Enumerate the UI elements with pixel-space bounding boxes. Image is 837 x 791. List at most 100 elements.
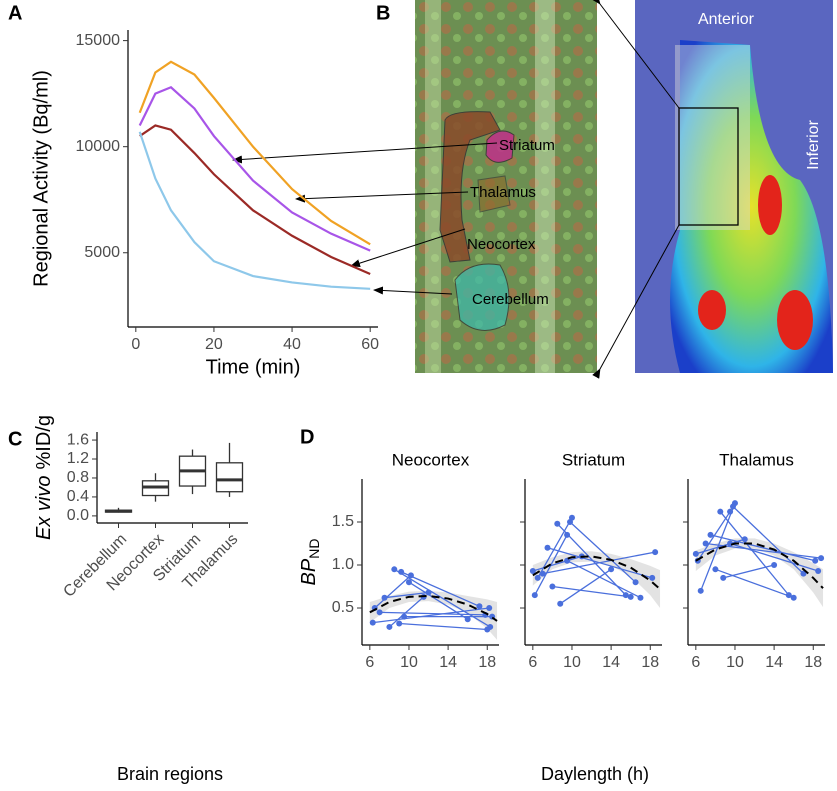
y-axis-label: Ex vivo %ID/g bbox=[33, 415, 55, 540]
point bbox=[554, 520, 561, 527]
point bbox=[707, 531, 714, 538]
point bbox=[369, 619, 376, 626]
subject-line bbox=[399, 622, 488, 631]
region-label: Neocortex bbox=[467, 236, 536, 253]
facet-title: Thalamus bbox=[719, 450, 794, 469]
x-tick-label: 6 bbox=[365, 654, 374, 671]
y-tick-label: 0.8 bbox=[67, 469, 89, 486]
y-tick-label: 0.4 bbox=[67, 488, 89, 505]
point bbox=[812, 557, 819, 564]
point bbox=[702, 540, 709, 547]
subject-line bbox=[374, 574, 412, 609]
arrow bbox=[350, 228, 466, 268]
subject-line bbox=[372, 607, 490, 624]
x-tick-label: 20 bbox=[205, 336, 223, 353]
x-tick-label: 10 bbox=[400, 654, 418, 671]
mri-overlay bbox=[675, 45, 750, 230]
x-tick-label: 60 bbox=[361, 336, 379, 353]
x-tick-label: 18 bbox=[478, 654, 496, 671]
subject-line bbox=[695, 538, 745, 555]
subject-line bbox=[569, 521, 637, 583]
y-axis-label: Regional Activity (Bq/ml) bbox=[30, 70, 52, 287]
point bbox=[741, 536, 748, 543]
point bbox=[637, 594, 644, 601]
region-label: Thalamus bbox=[470, 184, 536, 201]
subject-line bbox=[566, 560, 641, 599]
point bbox=[549, 583, 556, 590]
y-axis-label: BPND bbox=[298, 539, 321, 586]
point bbox=[818, 555, 825, 562]
point bbox=[484, 626, 491, 633]
x-tick-label: 14 bbox=[765, 654, 783, 671]
subject-line bbox=[547, 547, 653, 579]
y-axis-label-sub: ND bbox=[306, 539, 322, 559]
box bbox=[215, 462, 244, 493]
x-tick-label: 14 bbox=[439, 654, 457, 671]
point bbox=[534, 574, 541, 581]
thalamus-region bbox=[477, 175, 511, 213]
direction-label: Inferior bbox=[805, 119, 822, 169]
y-tick-label: 5000 bbox=[84, 244, 120, 261]
confidence-band bbox=[532, 551, 661, 609]
y-tick-label: 10000 bbox=[76, 138, 121, 155]
fit-line bbox=[695, 542, 824, 589]
x-tick-label: 0 bbox=[131, 336, 140, 353]
point bbox=[567, 519, 574, 526]
point bbox=[649, 574, 656, 581]
line bbox=[138, 131, 371, 290]
arrow bbox=[232, 142, 498, 164]
point bbox=[391, 566, 398, 573]
facet-title: Striatum bbox=[562, 450, 625, 469]
neocortex-region bbox=[439, 111, 501, 263]
line bbox=[138, 60, 371, 246]
subject-line bbox=[400, 571, 480, 607]
mri-stripe bbox=[425, 0, 441, 373]
subject-line bbox=[723, 564, 775, 579]
x-tick-label: 6 bbox=[691, 654, 700, 671]
fit-line bbox=[532, 555, 661, 590]
direction-label: Anterior bbox=[698, 11, 755, 28]
y-tick-label: 0.5 bbox=[332, 599, 354, 616]
x-tick-label: 10 bbox=[726, 654, 744, 671]
point bbox=[401, 613, 408, 620]
zoom-line bbox=[591, 0, 680, 109]
pet-signal bbox=[670, 40, 833, 373]
region-label: Cerebellum bbox=[472, 291, 549, 308]
pet-hotspot bbox=[698, 290, 726, 330]
y-tick-label: 15000 bbox=[76, 32, 121, 49]
point bbox=[720, 574, 727, 581]
line bbox=[138, 85, 371, 252]
point bbox=[790, 594, 797, 601]
point bbox=[557, 600, 564, 607]
region-label: Striatum bbox=[499, 137, 555, 154]
point bbox=[771, 562, 778, 569]
subject-line bbox=[379, 611, 486, 616]
arrow bbox=[373, 286, 453, 295]
x-tick-label: 14 bbox=[602, 654, 620, 671]
point bbox=[405, 579, 412, 586]
y-axis-label-italic: Ex vivo bbox=[33, 476, 55, 540]
zoom-box bbox=[678, 107, 739, 226]
point bbox=[712, 566, 719, 573]
subject-line bbox=[388, 596, 425, 628]
point bbox=[608, 566, 615, 573]
y-axis-label-main: BP bbox=[298, 558, 320, 585]
point bbox=[652, 549, 659, 556]
subject-line bbox=[556, 523, 627, 596]
subject-line bbox=[729, 542, 819, 572]
subject-line bbox=[715, 568, 794, 599]
point bbox=[376, 609, 383, 616]
x-axis-label: Daylength (h) bbox=[541, 764, 649, 784]
point bbox=[544, 544, 551, 551]
point bbox=[486, 605, 493, 612]
x-tick-label: 18 bbox=[641, 654, 659, 671]
point bbox=[800, 570, 807, 577]
point bbox=[396, 620, 403, 627]
point bbox=[717, 508, 724, 515]
panel-letter: D bbox=[300, 426, 314, 448]
subject-line bbox=[710, 534, 816, 562]
point bbox=[531, 592, 538, 599]
y-axis-label-unit: %ID/g bbox=[33, 415, 55, 469]
y-tick-label: 0.0 bbox=[67, 507, 89, 524]
